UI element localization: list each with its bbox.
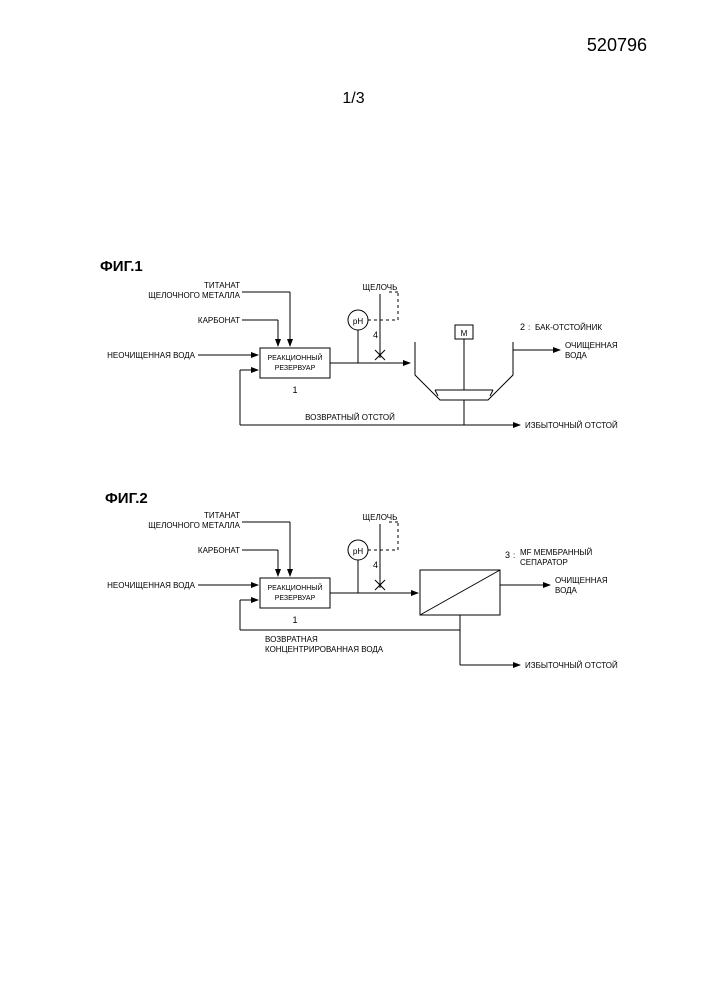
ph-label: pH [353,317,363,326]
reactor-num: 1 [292,615,297,625]
excess-label: ИЗБЫТОЧНЫЙ ОТСТОЙ [525,661,618,670]
page: 520796 1/3 ФИГ.1 РЕАКЦИОННЫЙ РЕЗЕРВУАР 1… [0,0,707,1000]
reactor-text2: РЕЗЕРВУАР [275,365,316,372]
svg-text::: : [528,323,530,332]
reactor-text1: РЕАКЦИОННЫЙ [267,353,322,362]
reactor-num: 1 [292,385,297,395]
settler-num: 2 [520,322,525,332]
clean-water2: ВОДА [565,351,588,360]
alkali-label: ЩЕЛОЧЬ [363,513,398,522]
reactor-text2: РЕЗЕРВУАР [275,595,316,602]
sep-label1: MF МЕМБРАННЫЙ [520,548,592,557]
raw-water-label: НЕОЧИЩЕННАЯ ВОДА [107,581,196,590]
ph-num: 4 [373,330,378,340]
motor-label: M [461,329,468,338]
clean-water1: ОЧИЩЕННАЯ [565,341,618,350]
page-number: 1/3 [342,90,364,108]
sep-label2: СЕПАРАТОР [520,558,568,567]
clean-water1: ОЧИЩЕННАЯ [555,576,608,585]
alkali-label: ЩЕЛОЧЬ [363,283,398,292]
titanate-label1: ТИТАНАТ [204,511,240,520]
carbonate-label: КАРБОНАТ [198,546,240,555]
raw-water-label: НЕОЧИЩЕННАЯ ВОДА [107,351,196,360]
svg-text::: : [513,551,515,560]
reactor-text1: РЕАКЦИОННЫЙ [267,583,322,592]
clean-water2: ВОДА [555,586,578,595]
doc-number: 520796 [587,35,647,56]
fig1-diagram: РЕАКЦИОННЫЙ РЕЗЕРВУАР 1 ТИТАНАТ ЩЕЛОЧНОГ… [90,270,630,460]
excess-label: ИЗБЫТОЧНЫЙ ОТСТОЙ [525,421,618,430]
return-label1: ВОЗВРАТНАЯ [265,635,318,644]
titanate-label2: ЩЕЛОЧНОГО МЕТАЛЛА [148,291,240,300]
settler-label: БАК-ОТСТОЙНИК [535,323,602,332]
carbonate-label: КАРБОНАТ [198,316,240,325]
return-label: ВОЗВРАТНЫЙ ОТСТОЙ [305,413,395,422]
return-label2: КОНЦЕНТРИРОВАННАЯ ВОДА [265,645,384,654]
fig2-diagram: РЕАКЦИОННЫЙ РЕЗЕРВУАР 1 ТИТАНАТ ЩЕЛОЧНОГ… [90,500,630,700]
titanate-label2: ЩЕЛОЧНОГО МЕТАЛЛА [148,521,240,530]
sep-num: 3 [505,550,510,560]
ph-label: pH [353,547,363,556]
ph-num: 4 [373,560,378,570]
titanate-label1: ТИТАНАТ [204,281,240,290]
